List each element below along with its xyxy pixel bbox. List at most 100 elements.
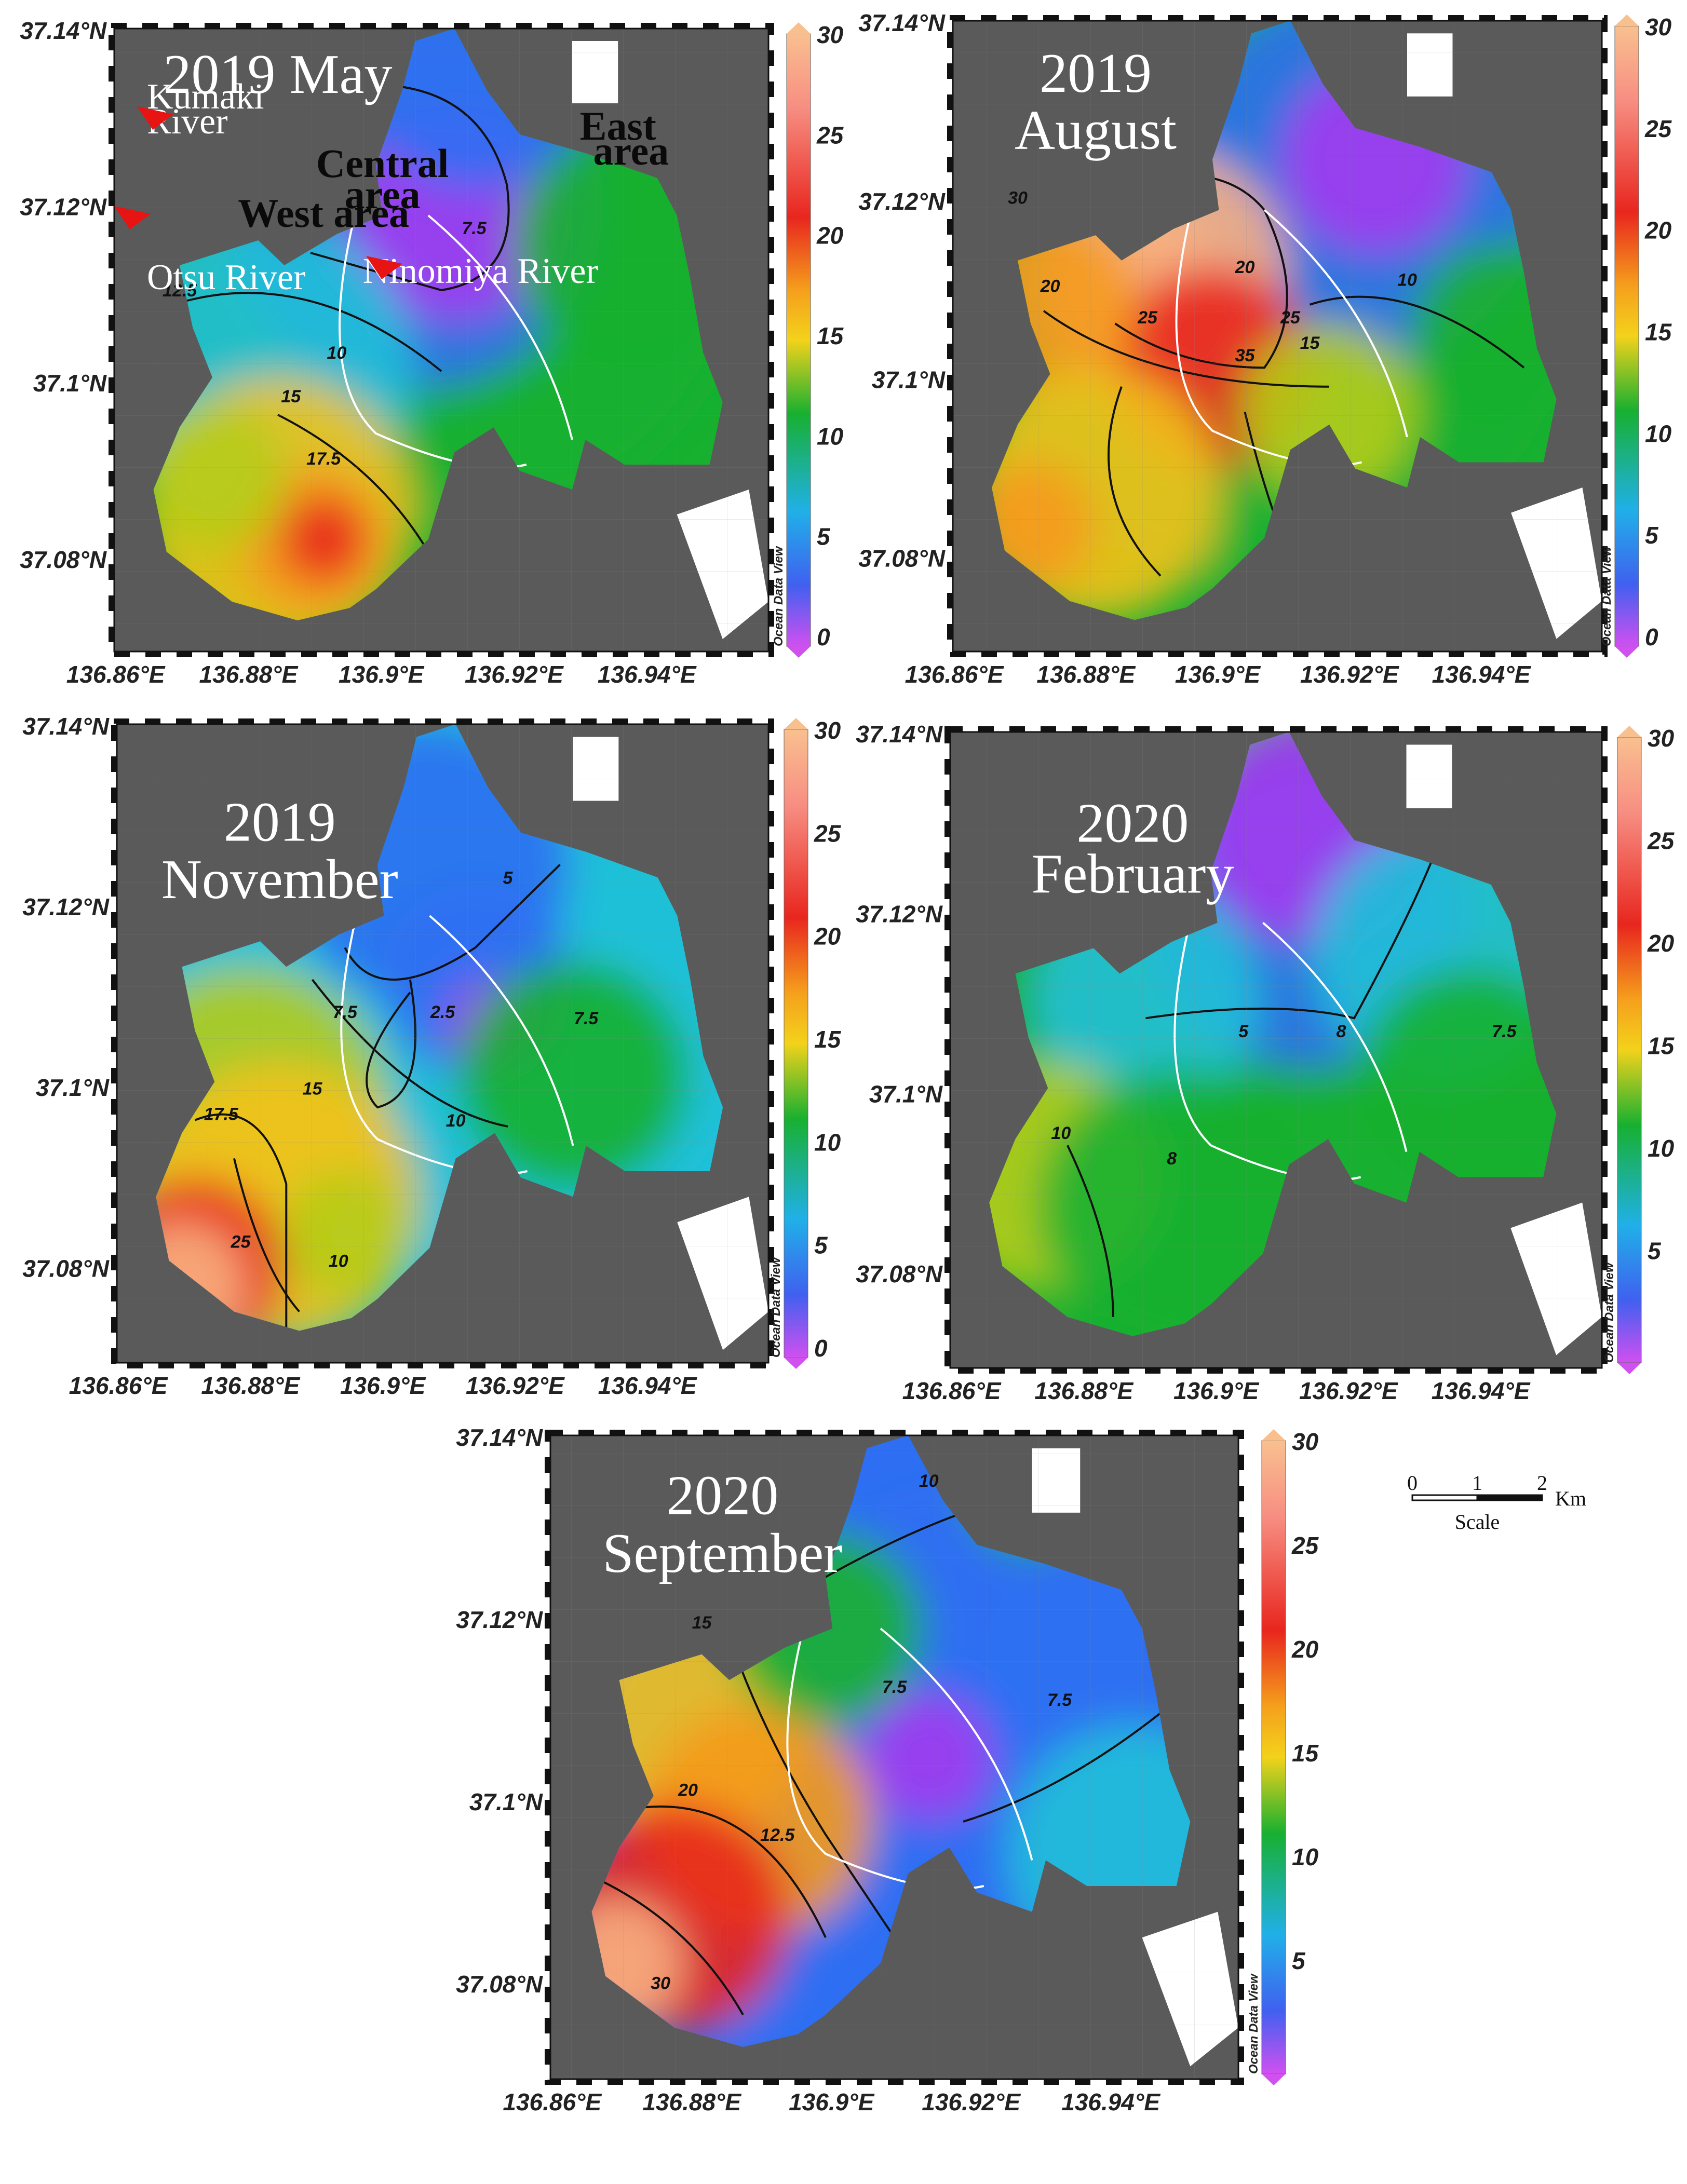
colorbar-top-arrow — [1617, 726, 1641, 737]
contour-label: 5 — [1238, 1022, 1249, 1041]
x-tick-label: 136.9°E — [1175, 661, 1261, 688]
y-tick-label: 37.14°N — [456, 1424, 543, 1451]
colorbar-bottom-arrow — [784, 1358, 808, 1369]
colorbar — [786, 33, 811, 647]
ocean-data-view-credit: Ocean Data View — [769, 1257, 783, 1358]
scale-tick-label: 2 — [1537, 1471, 1547, 1495]
colorbar — [1614, 25, 1639, 647]
contour-label: 12.5 — [760, 1825, 795, 1845]
x-tick-label: 136.86°E — [66, 661, 166, 688]
colorbar-tick-label: 10 — [1292, 1843, 1319, 1870]
scale-tick-label: 0 — [1407, 1471, 1418, 1495]
colorbar-tick-label: 25 — [1647, 828, 1675, 854]
contour-label: 5 — [503, 869, 514, 888]
colorbar-tick-label: 15 — [814, 1026, 842, 1053]
contour-label: 20 — [1235, 257, 1255, 277]
colorbar-tick-label: 30 — [814, 717, 841, 744]
colorbar-tick-label: 10 — [1648, 1135, 1675, 1162]
scale-bar: 0 1 2 Km Scale — [1407, 1471, 1586, 1534]
y-tick-label: 37.14°N — [856, 721, 943, 748]
ocean-data-view-credit: Ocean Data View — [1602, 1262, 1616, 1363]
graticule — [117, 724, 768, 1363]
contour-label: 12.5 — [163, 281, 197, 301]
x-tick-label: 136.88°E — [1036, 661, 1136, 688]
y-tick-label: 37.12°N — [20, 194, 107, 221]
area-label: West area — [238, 191, 409, 236]
contour-label: 8 — [1337, 1022, 1346, 1041]
scale-unit: Km — [1555, 1487, 1586, 1510]
area-label: area — [345, 172, 421, 217]
map-frame — [116, 723, 770, 1364]
contour-label: 20 — [1040, 276, 1060, 296]
river-label: Ninomiya River — [363, 251, 598, 291]
x-tick-label: 136.92°E — [1299, 1377, 1398, 1404]
x-tick-label: 136.86°E — [69, 1372, 168, 1399]
x-tick-label: 136.92°E — [922, 2088, 1021, 2115]
x-tick-label: 136.9°E — [789, 2088, 875, 2115]
y-tick-label: 37.14°N — [20, 17, 107, 44]
contour-label: 10 — [919, 1471, 939, 1491]
colorbar-tick-label: 15 — [1648, 1033, 1675, 1060]
panel-title: 2020 — [1076, 793, 1189, 854]
colorbar — [1617, 737, 1642, 1363]
river-mouth-marker — [366, 256, 403, 279]
colorbar-tick-label: 30 — [1648, 725, 1675, 752]
colorbar-tick-label: 0 — [817, 623, 830, 650]
river-label: Kumaki — [147, 77, 264, 117]
contour-label: 35 — [1235, 346, 1256, 365]
x-tick-label: 136.9°E — [340, 1372, 426, 1399]
colorbar-tick-label: 25 — [1291, 1532, 1319, 1559]
map-frame — [113, 28, 770, 653]
colorbar-tick-label: 20 — [1647, 930, 1675, 957]
area-label: Central — [316, 141, 449, 186]
x-tick-label: 136.88°E — [1034, 1377, 1133, 1404]
colorbar-tick-label: 20 — [1644, 217, 1672, 244]
map-frame — [952, 20, 1603, 653]
colorbar-tick-label: 15 — [1292, 1740, 1319, 1767]
y-tick-label: 37.1°N — [33, 370, 107, 397]
colorbar-tick-label: 30 — [817, 21, 844, 48]
x-tick-label: 136.88°E — [199, 661, 298, 688]
colorbar-top-arrow — [1615, 15, 1639, 26]
y-tick-label: 37.1°N — [869, 1080, 943, 1107]
contour-label: 17.5 — [306, 449, 341, 469]
colorbar-tick-label: 5 — [1645, 522, 1659, 549]
frame-ticks — [109, 23, 774, 657]
graticule — [114, 29, 768, 652]
colorbar-tick-label: 5 — [1648, 1238, 1662, 1265]
y-tick-label: 37.08°N — [20, 546, 107, 573]
panel-title: November — [161, 849, 398, 911]
y-tick-label: 37.12°N — [22, 893, 110, 920]
panel-title: 2020 — [666, 1465, 778, 1527]
contour-label: 15 — [281, 387, 301, 406]
contour-label: 20 — [678, 1780, 698, 1800]
x-tick-label: 136.88°E — [201, 1372, 300, 1399]
colorbar-top-arrow — [1262, 1429, 1286, 1441]
colorbar-tick-label: 20 — [1291, 1636, 1319, 1663]
colorbar-tick-label: 20 — [816, 222, 844, 249]
colorbar-tick-label: 0 — [1645, 623, 1658, 650]
map-panel: 136.86°E 136.88°E 136.9°E 136.92°E 136.94°E 3… — [858, 9, 1672, 688]
map-panel: 136.86°E 136.88°E 136.9°E 136.92°E 136.94°E 3… — [22, 713, 842, 1399]
x-tick-label: 136.92°E — [465, 661, 564, 688]
graticule — [950, 732, 1602, 1368]
frame-ticks — [111, 718, 774, 1368]
colorbar-top-arrow — [787, 22, 811, 34]
x-tick-label: 136.92°E — [1300, 661, 1399, 688]
colorbar-top-arrow — [784, 718, 808, 729]
scale-tick-label: 1 — [1472, 1471, 1482, 1495]
y-tick-label: 37.1°N — [469, 1788, 543, 1815]
colorbar-tick-label: 10 — [1645, 420, 1672, 447]
colorbar-tick-label: 25 — [1644, 115, 1672, 142]
contour-label: 7.5 — [1492, 1022, 1517, 1041]
colorbar-tick-label: 10 — [814, 1129, 841, 1156]
colorbar — [784, 729, 808, 1358]
x-tick-label: 136.94°E — [1061, 2088, 1160, 2115]
x-tick-label: 136.94°E — [598, 661, 697, 688]
colorbar-tick-label: 15 — [1645, 319, 1672, 346]
contour-label: 25 — [1137, 308, 1158, 328]
contour-label: 7.5 — [1047, 1690, 1072, 1710]
map-frame — [949, 731, 1603, 1369]
contour-label: 15 — [1300, 333, 1320, 353]
